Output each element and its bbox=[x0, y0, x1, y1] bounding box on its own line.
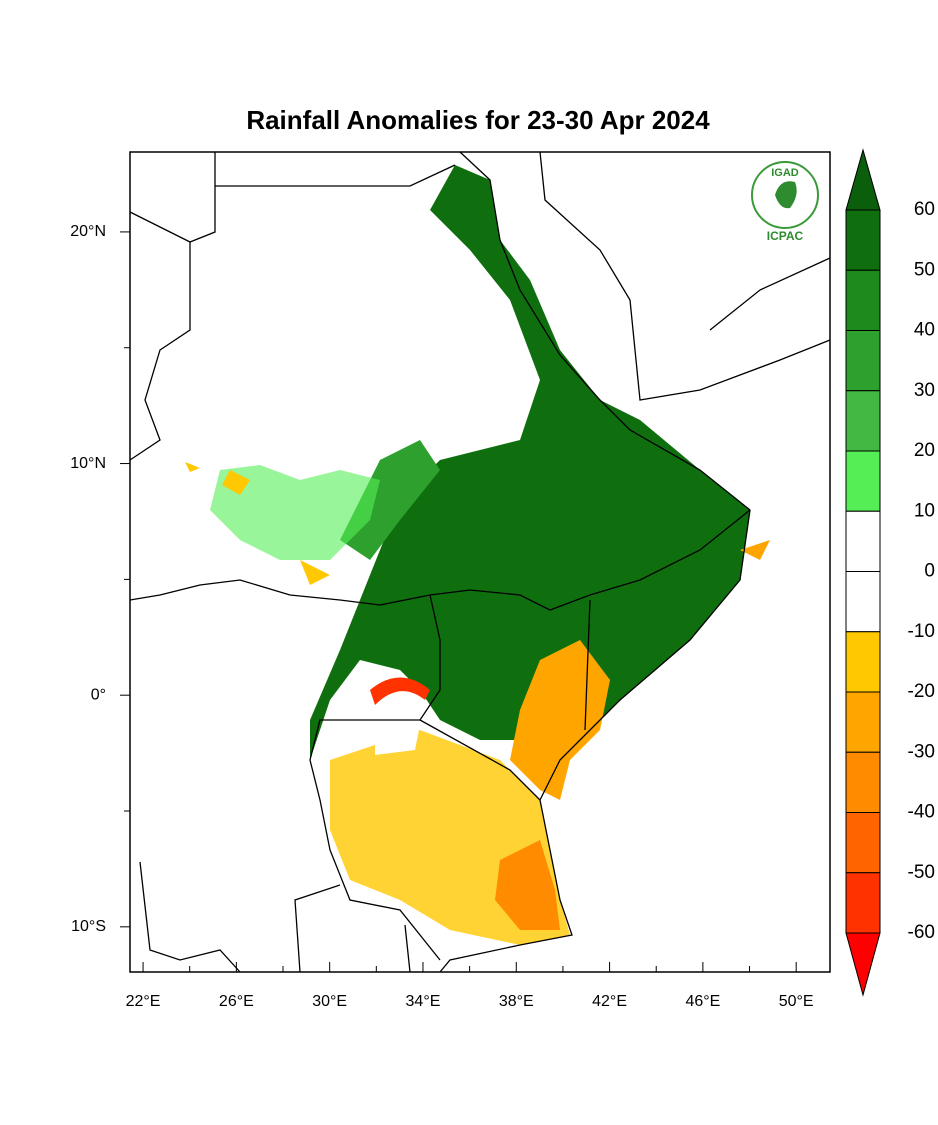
y-tick-label: 0° bbox=[91, 686, 106, 703]
x-tick-label: 42°E bbox=[592, 993, 627, 1010]
x-tick-label: 34°E bbox=[406, 993, 441, 1010]
logo-text: ICPAC bbox=[767, 229, 804, 243]
wet-anomaly bbox=[310, 165, 750, 760]
colorbar: 60 50 40 30 20 10 0 -10 -20 -30 -40 -50 -60 bbox=[845, 148, 935, 997]
colorbar-box bbox=[845, 631, 881, 693]
colorbar-box bbox=[845, 450, 881, 512]
colorbar-box bbox=[845, 812, 881, 874]
dry-anomaly bbox=[370, 677, 430, 705]
x-tick-label: 26°E bbox=[219, 993, 254, 1010]
colorbar-label: -30 bbox=[908, 741, 935, 762]
colorbar-box bbox=[845, 510, 881, 572]
y-tick-label: 10°S bbox=[71, 918, 106, 935]
colorbar-label: -60 bbox=[908, 922, 935, 943]
lake-victoria bbox=[375, 696, 425, 755]
colorbar-label: 10 bbox=[914, 500, 935, 521]
dry-anomaly bbox=[185, 462, 330, 585]
y-tick-label: 10°N bbox=[70, 455, 106, 472]
dry-anomaly bbox=[740, 540, 770, 560]
x-tick-label: 50°E bbox=[779, 993, 814, 1010]
x-tick-label: 38°E bbox=[499, 993, 534, 1010]
dry-anomaly bbox=[510, 640, 610, 800]
dry-anomaly bbox=[495, 840, 560, 930]
colorbar-box bbox=[845, 751, 881, 813]
colorbar-label: 50 bbox=[914, 259, 935, 280]
colorbar-label: 20 bbox=[914, 440, 935, 461]
x-tick-label: 30°E bbox=[312, 993, 347, 1010]
colorbar-box bbox=[845, 209, 881, 271]
colorbar-label: 40 bbox=[914, 320, 935, 341]
colorbar-label: -40 bbox=[908, 802, 935, 823]
colorbar-label: -10 bbox=[908, 621, 935, 642]
border bbox=[139, 861, 411, 973]
colorbar-arrow bbox=[845, 932, 881, 997]
x-tick-label: 22°E bbox=[126, 993, 161, 1010]
axes: 22°E 26°E 30°E 34°E 38°E 42°E 46°E 50°E 20°N 10°N… bbox=[70, 223, 813, 1010]
colorbar-label: 0 bbox=[924, 561, 935, 582]
map-frame bbox=[129, 151, 831, 973]
colorbar-arrow bbox=[845, 148, 881, 211]
wet-anomaly bbox=[210, 465, 380, 560]
colorbar-label: 60 bbox=[914, 199, 935, 220]
map: IGAD ICPAC bbox=[129, 151, 831, 973]
x-tick-label: 46°E bbox=[685, 993, 720, 1010]
colorbar-box bbox=[845, 872, 881, 934]
border bbox=[129, 152, 456, 461]
map-title: Rainfall Anomalies for 23-30 Apr 2024 bbox=[246, 105, 710, 135]
colorbar-box bbox=[845, 571, 881, 633]
coastline bbox=[439, 151, 751, 973]
wet-anomaly bbox=[340, 440, 440, 560]
colorbar-label: -20 bbox=[908, 681, 935, 702]
border bbox=[129, 151, 831, 961]
colorbar-box bbox=[845, 691, 881, 753]
colorbar-label: -50 bbox=[908, 862, 935, 883]
logo-text: IGAD bbox=[771, 167, 799, 179]
colorbar-box bbox=[845, 390, 881, 452]
colorbar-box bbox=[845, 269, 881, 331]
logo-map bbox=[775, 181, 797, 209]
y-tick-label: 20°N bbox=[70, 223, 106, 240]
colorbar-box bbox=[845, 330, 881, 392]
colorbar-label: 30 bbox=[914, 380, 935, 401]
